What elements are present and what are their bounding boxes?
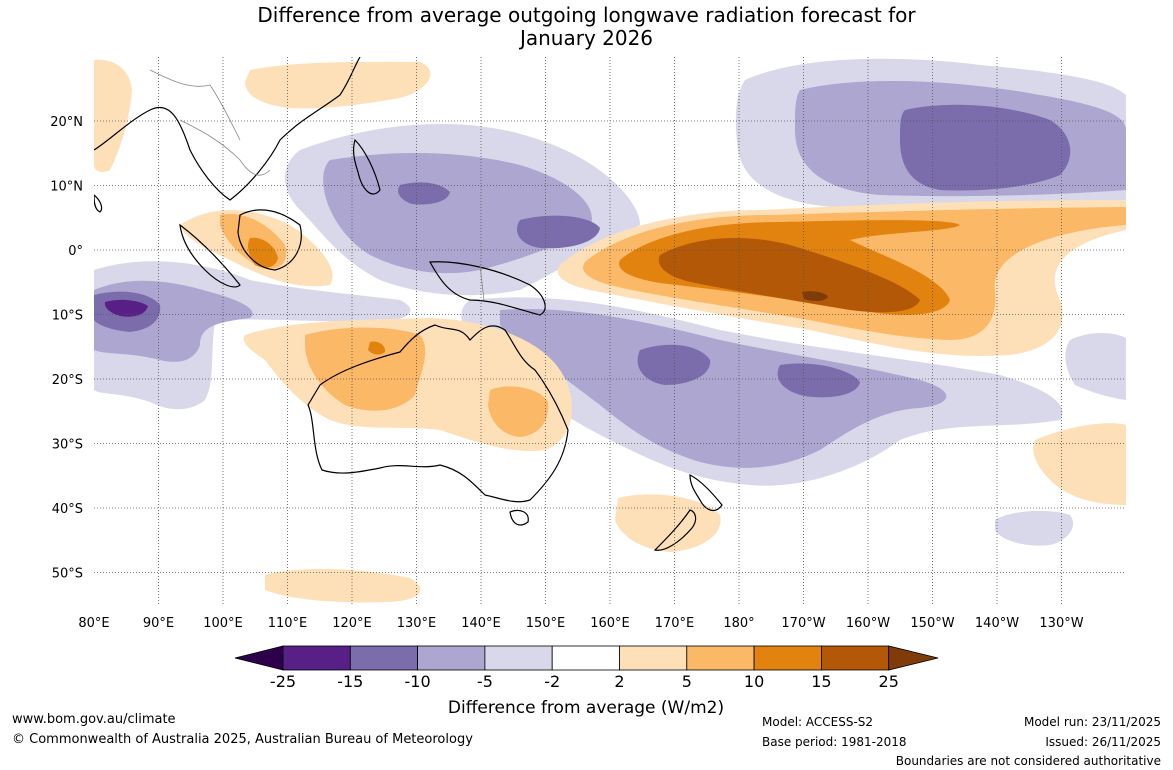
colorbar-swatch [417,645,486,671]
colorbar-tick-label: -2 [544,672,560,691]
colorbar-tick-label: 15 [811,672,831,691]
lon-label: 150°W [910,616,954,631]
colorbar-min-arrow [234,645,284,671]
colorbar-tick-label: -5 [477,672,493,691]
title-line-2: January 2026 [519,26,654,50]
lat-label: 10°N [50,180,83,195]
lon-label: 160°E [590,616,630,631]
lon-label: 170°W [781,616,825,631]
negative-anomaly-strong-south-pacific-1 [637,344,711,385]
colorbar-tick-label: 25 [879,672,899,691]
negative-anomaly-strong-south-pacific-2 [777,363,860,398]
negative-anomaly-extreme-indian [104,299,148,317]
negative-anomaly-strong-north-pacific [900,104,1071,191]
latitude-labels: 20°N 10°N 0° 10°S 20°S 30°S 40°S 50°S [50,115,83,582]
lon-label: 140°E [461,616,501,631]
lon-label: 180° [723,616,754,631]
footer-model-run: Model run: 23/11/2025 [1023,715,1161,729]
positive-anomaly-strong-australia [368,341,386,355]
colorbar-tick-label: 5 [682,672,692,691]
footer-model: Model: ACCESS-S2 [762,715,874,729]
colorbar-tick-label: 10 [744,672,764,691]
borneo-coast [237,209,302,271]
negative-anomaly-strong-philippines [398,182,450,205]
colorbar-tick-label: 2 [614,672,624,691]
lat-label: 40°S [52,502,83,517]
australia-coast [307,324,569,503]
new-zealand-north [689,474,723,512]
lon-label: 130°W [1039,616,1083,631]
negative-anomaly-light-south-ne [995,510,1074,546]
chart-title: Difference from average outgoing longwav… [0,4,1173,50]
lon-label: 140°W [975,616,1019,631]
graticule [94,57,1126,605]
tasmania-coast [509,509,529,526]
footer-copyright: © Commonwealth of Australia 2025, Austra… [12,732,473,747]
lat-label: 20°S [52,373,83,388]
colorbar-swatch [282,645,351,671]
negative-anomaly-strong-png [516,215,600,249]
lon-label: 100°E [203,616,243,631]
longitude-labels: 80°E 90°E 100°E 110°E 120°E 130°E 140°E 150°E 16… [78,616,1083,631]
colorbar-swatch [619,645,688,671]
positive-anomaly-light-nz [615,494,721,552]
positive-anomaly-peak [802,291,828,302]
colorbar-tick-label: -15 [337,672,363,691]
footer-url[interactable]: www.bom.gov.au/climate [12,712,176,727]
lat-label: 20°N [50,115,83,130]
lat-label: 50°S [52,567,83,582]
negative-anomaly-mid-maritime [323,153,592,274]
positive-anomaly-light-south-ocean [265,568,421,603]
colorbar-swatch [349,645,418,671]
lon-label: 90°E [143,616,174,631]
sumatra-coast [179,223,241,288]
lon-label: 130°E [397,616,437,631]
colorbar-swatch [821,645,890,671]
new-guinea-coast [429,261,546,316]
footer-disclaimer: Boundaries are not considered authoritat… [895,754,1161,768]
lat-label: 0° [68,244,83,259]
new-zealand-south [653,509,697,551]
coastlines [94,57,723,551]
colorbar-tick-label: -10 [405,672,431,691]
asia-coast [94,57,361,201]
lon-label: 150°E [526,616,566,631]
colorbar-swatch [753,645,822,671]
colorbar: -25 -15 -10 -5 -2 2 5 10 15 25 [234,645,939,691]
title-line-1: Difference from average outgoing longwav… [257,3,916,27]
footer-base-period: Base period: 1981-2018 [762,735,907,749]
colorbar-swatch [484,645,553,671]
lon-label: 170°E [655,616,695,631]
lon-label: 110°E [268,616,308,631]
lon-label: 160°W [846,616,890,631]
negative-anomaly-mid-south-pacific [500,309,947,468]
philippines-coast [352,138,381,195]
colorbar-label: Difference from average (W/m2) [448,698,724,718]
lon-label: 80°E [78,616,109,631]
lat-label: 10°S [52,309,83,324]
positive-anomaly-extreme-central-pacific [658,237,920,313]
colorbar-swatch [686,645,755,671]
positive-anomaly-strong-borneo [247,237,278,268]
positive-anomaly-mid-queensland [488,386,549,437]
sri-lanka-coast [94,194,103,213]
lat-label: 30°S [52,438,83,453]
positive-anomaly-mid-australia [305,327,426,411]
positive-anomaly-light-asia [245,61,431,109]
lon-label: 120°E [332,616,372,631]
footer-issued: Issued: 26/11/2025 [1045,735,1161,749]
colorbar-tick-label: -25 [270,672,296,691]
colorbar-swatch [551,645,620,671]
colorbar-max-arrow [888,645,939,671]
negative-anomaly-light-east-pacific [1065,333,1126,400]
